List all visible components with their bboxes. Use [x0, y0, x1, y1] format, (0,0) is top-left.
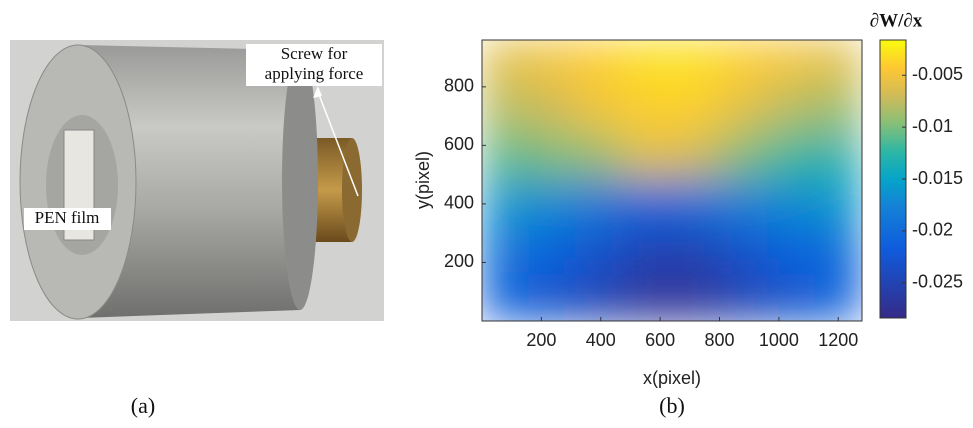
heatmap-cell: [767, 86, 816, 134]
heatmap-cell: [482, 133, 531, 181]
heatmap-cell: [577, 274, 626, 322]
heatmap-cell: [719, 274, 768, 322]
heatmap-cell: [624, 227, 673, 275]
heatmap-cell: [624, 86, 673, 134]
heatmap-cell: [624, 40, 673, 88]
heatmap-cell: [767, 227, 816, 275]
heatmap-cell: [529, 274, 578, 322]
y-tick-label: 600: [444, 134, 474, 154]
heatmap-cell: [719, 40, 768, 88]
heatmap-cell: [814, 227, 863, 275]
heatmap-cell: [577, 86, 626, 134]
heatmap-cell: [719, 227, 768, 275]
heatmap-cell: [719, 180, 768, 228]
heatmap-cell: [577, 180, 626, 228]
heatmap-cell: [672, 180, 721, 228]
heatmap-cell: [672, 227, 721, 275]
heatmap-cell: [624, 133, 673, 181]
x-tick-label: 400: [586, 330, 616, 350]
heatmap-cell: [529, 227, 578, 275]
heatmap-cell: [767, 40, 816, 88]
heatmap-cell: [529, 180, 578, 228]
heatmap-cell: [482, 40, 531, 88]
screw-end: [342, 138, 362, 242]
film-label: PEN film: [35, 208, 100, 227]
x-tick-label: 800: [704, 330, 734, 350]
heatmap-cell: [767, 180, 816, 228]
colorbar-tick-label: -0.025: [912, 271, 963, 291]
heatmap-cell: [624, 180, 673, 228]
heatmap-cell: [577, 40, 626, 88]
figure: Screw for applying force PEN film (a) x(…: [0, 0, 973, 428]
heatmap-cell: [814, 40, 863, 88]
cylinder-end: [282, 50, 318, 310]
heatmap-field: [482, 40, 863, 322]
heatmap-cell: [482, 180, 531, 228]
photo: Screw for applying force PEN film: [10, 40, 384, 321]
caption: (b): [659, 393, 685, 418]
x-axis-label: x(pixel): [643, 368, 701, 388]
heatmap-cell: [672, 86, 721, 134]
caption: (a): [131, 393, 155, 418]
heatmap-cell: [672, 274, 721, 322]
heatmap-cell: [672, 133, 721, 181]
x-tick-label: 1200: [818, 330, 858, 350]
heatmap-cell: [624, 274, 673, 322]
colorbar-label: ∂W/∂x: [870, 10, 923, 31]
heatmap-cell: [767, 274, 816, 322]
heatmap-cell: [719, 86, 768, 134]
y-tick-label: 200: [444, 251, 474, 271]
heatmap-cell: [719, 133, 768, 181]
heatmap-cell: [577, 133, 626, 181]
colorbar-tick-label: -0.015: [912, 168, 963, 188]
screw-label: applying force: [265, 64, 364, 83]
heatmap-cell: [814, 274, 863, 322]
heatmap-cell: [577, 227, 626, 275]
x-tick-label: 600: [645, 330, 675, 350]
y-tick-label: 800: [444, 76, 474, 96]
heatmap-cell: [482, 86, 531, 134]
heatmap-cell: [814, 86, 863, 134]
heatmap: [482, 40, 863, 322]
colorbar-tick-label: -0.005: [912, 64, 963, 84]
heatmap-cell: [672, 40, 721, 88]
heatmap-cell: [529, 40, 578, 88]
screw-label: Screw for: [281, 44, 348, 63]
x-tick-label: 200: [526, 330, 556, 350]
heatmap-cell: [814, 180, 863, 228]
x-tick-label: 1000: [759, 330, 799, 350]
y-tick-label: 400: [444, 193, 474, 213]
heatmap-cell: [482, 274, 531, 322]
y-axis-label: y(pixel): [413, 151, 433, 209]
heatmap-cell: [529, 86, 578, 134]
heatmap-cell: [482, 227, 531, 275]
heatmap-cell: [814, 133, 863, 181]
colorbar-tick-label: -0.01: [912, 116, 953, 136]
heatmap-cell: [529, 133, 578, 181]
colorbar-tick-label: -0.02: [912, 220, 953, 240]
heatmap-cell: [767, 133, 816, 181]
